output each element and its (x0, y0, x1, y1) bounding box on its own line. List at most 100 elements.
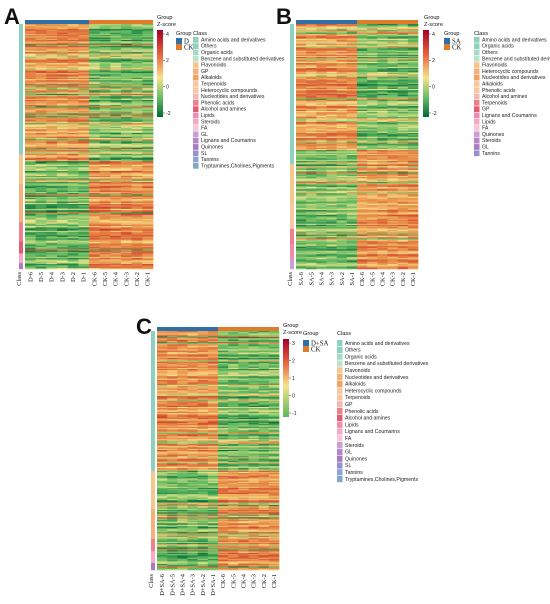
heatmap-cell (57, 108, 68, 111)
heatmap-cell (89, 168, 100, 171)
heatmap-cell (131, 179, 143, 182)
heatmap-cell (346, 54, 358, 57)
heatmap-cell (142, 242, 154, 244)
heatmap-cell (99, 151, 111, 153)
heatmap-cell (57, 24, 68, 26)
heatmap-cell (35, 251, 47, 254)
heatmap-cell (35, 68, 47, 70)
heatmap-cell (25, 63, 36, 65)
heatmap-cell (397, 61, 409, 64)
heatmap-cell (35, 98, 47, 101)
heatmap-cell (357, 147, 368, 150)
heatmap-cell (57, 248, 68, 250)
heatmap-cell (131, 216, 143, 218)
heatmap-cell (306, 125, 317, 128)
heatmap-cell (306, 88, 317, 91)
heatmap-cell (407, 24, 419, 26)
heatmap-cell (387, 73, 398, 75)
heatmap-cell (316, 242, 327, 244)
heatmap-cell (377, 153, 388, 156)
heatmap-cell (397, 60, 409, 63)
heatmap-cell (46, 206, 58, 209)
heatmap-cell (397, 142, 409, 145)
heatmap-cell (346, 183, 358, 185)
heatmap-cell (99, 228, 111, 231)
heatmap-cell (25, 84, 36, 86)
heatmap-cell (377, 90, 388, 92)
heatmap-cell (316, 119, 327, 122)
heatmap-cell (387, 97, 398, 100)
heatmap-cell (57, 93, 68, 96)
heatmap-cell (110, 27, 122, 30)
heatmap-cell (316, 31, 327, 33)
heatmap-cell (110, 243, 122, 245)
class-legend-label: Flavonoids (482, 63, 507, 69)
heatmap-cell (346, 65, 358, 68)
heatmap-cell (57, 162, 68, 164)
heatmap-cell (397, 27, 409, 30)
heatmap-cell (336, 234, 348, 237)
heatmap-cell (387, 104, 398, 107)
heatmap-cell (46, 224, 58, 227)
heatmap-cell (131, 88, 143, 91)
heatmap-cell (35, 96, 47, 98)
heatmap-cell (357, 129, 368, 131)
heatmap-cell (67, 223, 79, 226)
heatmap-cell (377, 196, 388, 199)
heatmap-cell (35, 237, 47, 239)
heatmap-cell (346, 48, 358, 51)
heatmap-cell (78, 216, 90, 218)
heatmap-cell (316, 265, 327, 267)
heatmap-cell (46, 204, 58, 206)
heatmap-cell (336, 68, 348, 70)
heatmap-cell (131, 76, 143, 79)
heatmap-cell (142, 257, 154, 260)
heatmap-cell (67, 63, 79, 65)
heatmap-cell (336, 156, 348, 158)
heatmap-cell (357, 130, 368, 133)
heatmap-cell (336, 206, 348, 209)
class-legend-swatch (193, 156, 199, 163)
heatmap-cell (131, 194, 143, 196)
heatmap-cell (57, 218, 68, 221)
heatmap-cell (78, 124, 90, 126)
heatmap-cell (46, 174, 58, 177)
heatmap-cell (25, 80, 36, 82)
heatmap-cell (121, 73, 132, 75)
heatmap-cell (35, 52, 47, 54)
heatmap-cell (25, 91, 36, 93)
heatmap-cell (296, 99, 307, 102)
heatmap-cell (357, 124, 368, 126)
heatmap-cell (46, 135, 58, 138)
heatmap-cell (35, 185, 47, 188)
heatmap-cell (89, 182, 100, 184)
heatmap-cell (346, 260, 358, 262)
heatmap-cell (377, 256, 388, 259)
heatmap-cell (142, 204, 154, 206)
heatmap-cell (407, 240, 419, 243)
heatmap-cell (367, 117, 378, 119)
heatmap-cell (377, 246, 388, 249)
heatmap-cell (89, 135, 100, 138)
heatmap-cell (35, 108, 47, 111)
heatmap-cell (131, 205, 143, 207)
heatmap-cell (397, 102, 409, 104)
heatmap-cell (46, 194, 58, 196)
heatmap-cell (397, 216, 409, 218)
heatmap-cell (296, 48, 307, 51)
heatmap-cell (89, 48, 100, 51)
heatmap-cell (367, 24, 378, 26)
heatmap-cell (306, 261, 317, 264)
heatmap-cell (99, 157, 111, 160)
heatmap-cell (99, 144, 111, 146)
heatmap-cell (357, 71, 368, 74)
heatmap-cell (142, 96, 154, 98)
heatmap-cell (306, 99, 317, 102)
heatmap-cell (306, 161, 317, 163)
heatmap-cell (131, 108, 143, 111)
heatmap-cell (336, 159, 348, 162)
heatmap-cell (346, 195, 358, 198)
heatmap-cell (57, 166, 68, 168)
heatmap-cell (316, 145, 327, 147)
heatmap-cell (407, 211, 419, 213)
